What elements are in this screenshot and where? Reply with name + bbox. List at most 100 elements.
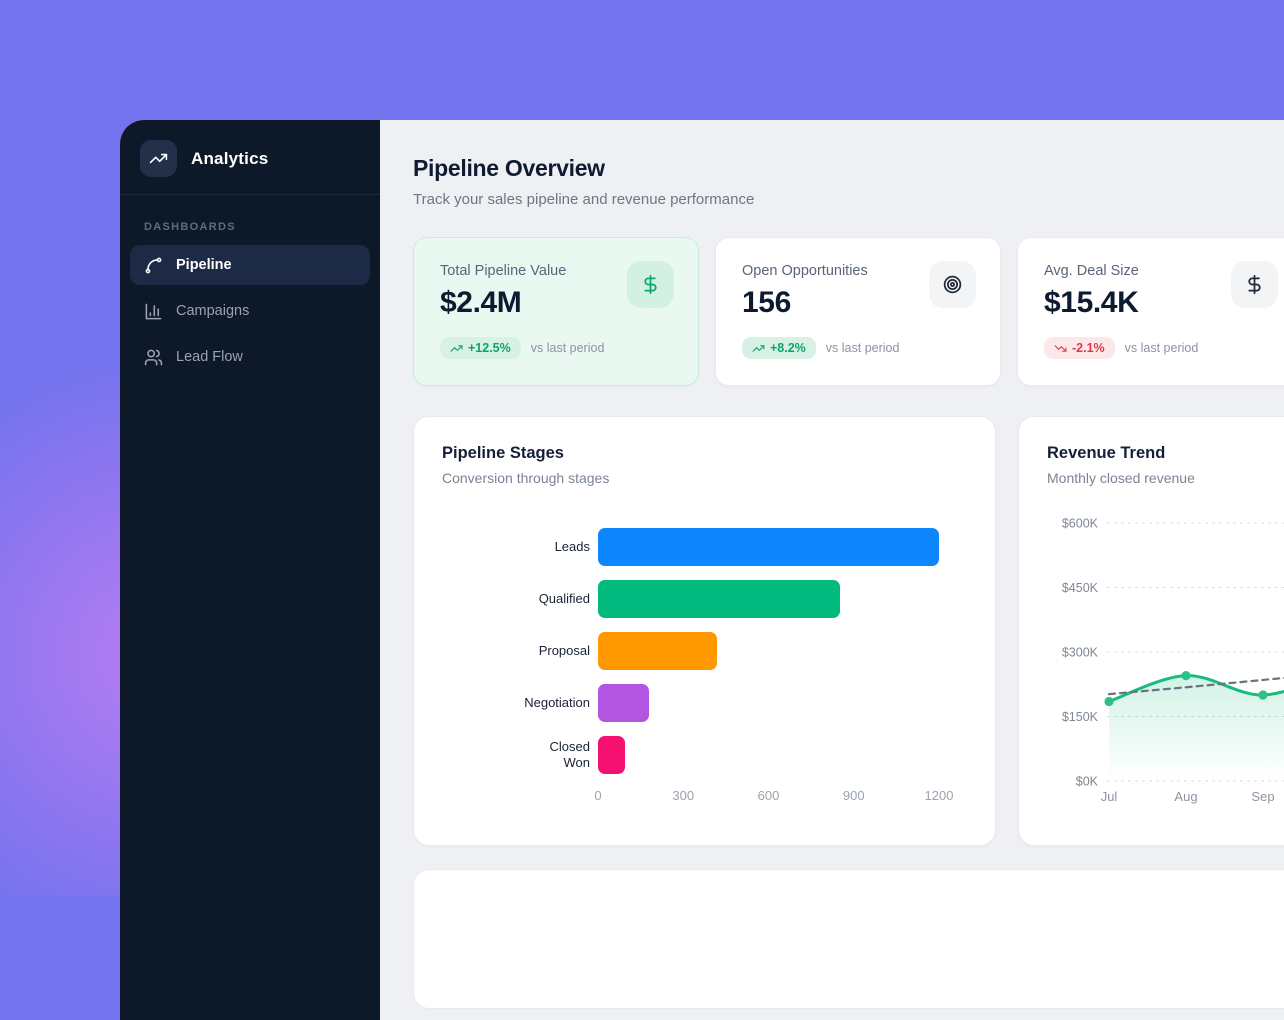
change-badge: +8.2% xyxy=(742,337,816,359)
bar-track xyxy=(598,684,967,722)
sidebar-item-pipeline[interactable]: Pipeline xyxy=(130,245,370,285)
card-header: Pipeline Stages Conversion through stage… xyxy=(442,444,967,486)
bar-category-label: Leads xyxy=(554,538,590,554)
stat-icon-chip xyxy=(1231,261,1278,308)
page-subtitle: Track your sales pipeline and revenue pe… xyxy=(413,191,755,208)
sidebar-item-campaigns[interactable]: Campaigns xyxy=(130,291,370,331)
bar[interactable] xyxy=(598,580,840,618)
change-badge: -2.1% xyxy=(1044,337,1115,359)
spline-icon xyxy=(145,257,162,273)
data-point[interactable] xyxy=(1181,671,1191,681)
x-axis-tick-label: Aug xyxy=(1174,789,1197,804)
sidebar: Analytics DASHBOARDS Pipeline Campaigns xyxy=(120,120,380,1020)
stat-icon-chip xyxy=(929,261,976,308)
bar-track xyxy=(598,580,967,618)
stat-label: Total Pipeline Value xyxy=(440,263,567,279)
bar-row: Closed Won xyxy=(442,736,967,774)
sidebar-header: Analytics xyxy=(120,120,380,195)
chart-subtitle: Monthly closed revenue xyxy=(1047,470,1195,486)
bar[interactable] xyxy=(598,684,650,722)
bar-row: Proposal xyxy=(442,632,967,670)
bar-row: Negotiation xyxy=(442,684,967,722)
trending-up-icon xyxy=(752,344,765,352)
stat-label: Avg. Deal Size xyxy=(1044,263,1139,279)
stat-icon-chip xyxy=(627,261,674,308)
stat-label: Open Opportunities xyxy=(742,263,868,279)
bar-category-label: Closed Won xyxy=(549,738,590,770)
bar-chart-x-axis: 0 300 600 900 1200 xyxy=(594,788,967,806)
pipeline-stages-bar-chart: Leads Qualified Proposal Negotiation Closed … xyxy=(442,528,967,774)
sidebar-nav: Pipeline Campaigns Lead Flow xyxy=(120,245,380,377)
bar[interactable] xyxy=(598,632,718,670)
trending-up-icon xyxy=(149,153,168,164)
data-point[interactable] xyxy=(1104,696,1114,707)
bar-row: Leads xyxy=(442,528,967,566)
target-icon xyxy=(943,275,962,294)
page-title: Pipeline Overview xyxy=(413,155,605,181)
bar-chart-icon xyxy=(145,303,162,319)
chart-title: Pipeline Stages xyxy=(442,444,564,462)
stat-value: 156 xyxy=(742,286,791,319)
stat-card-avg-deal-size[interactable]: Avg. Deal Size $15.4K -2.1% vs last peri… xyxy=(1017,237,1284,386)
chart-title: Revenue Trend xyxy=(1047,444,1166,462)
bar[interactable] xyxy=(598,736,625,774)
sidebar-item-label: Pipeline xyxy=(176,257,232,273)
bar-track xyxy=(598,632,967,670)
x-axis-tick-label: 0 xyxy=(594,788,602,803)
change-badge: +12.5% xyxy=(440,337,521,359)
chart-subtitle: Conversion through stages xyxy=(442,470,610,486)
sidebar-item-lead-flow[interactable]: Lead Flow xyxy=(130,337,370,377)
charts-row: Pipeline Stages Conversion through stage… xyxy=(413,416,1284,846)
app-title: Analytics xyxy=(191,148,269,168)
area-fill xyxy=(1109,675,1284,781)
x-axis-tick-label: 300 xyxy=(672,788,695,803)
stat-card-total-pipeline-value[interactable]: Total Pipeline Value $2.4M +12.5% vs las… xyxy=(413,237,699,386)
bar-category-label: Qualified xyxy=(538,590,590,606)
revenue-trend-card: Revenue Trend Monthly closed revenue $60… xyxy=(1018,416,1284,846)
y-axis-tick-label: $150K xyxy=(1062,710,1099,724)
bar-track xyxy=(598,528,967,566)
x-axis-tick-label: 600 xyxy=(757,788,780,803)
y-axis-tick-label: $450K xyxy=(1062,581,1099,595)
compare-text: vs last period xyxy=(530,341,605,355)
trend-line xyxy=(1107,676,1284,696)
app-window: Analytics DASHBOARDS Pipeline Campaigns xyxy=(120,120,1284,1020)
x-axis-tick-label: 900 xyxy=(842,788,865,803)
bar[interactable] xyxy=(598,528,939,566)
dollar-icon xyxy=(1248,274,1261,295)
closed-revenue-line xyxy=(1107,674,1284,703)
stat-meta: +8.2% vs last period xyxy=(742,337,974,359)
stat-value: $15.4K xyxy=(1044,286,1139,319)
trending-down-icon xyxy=(1054,344,1067,352)
sidebar-item-label: Campaigns xyxy=(176,303,250,319)
pipeline-stages-card: Pipeline Stages Conversion through stage… xyxy=(413,416,996,846)
sidebar-item-label: Lead Flow xyxy=(176,349,243,365)
bar-track xyxy=(598,736,967,774)
card-header: Revenue Trend Monthly closed revenue xyxy=(1047,444,1284,486)
partially-visible-card xyxy=(413,869,1284,1009)
stats-row: Total Pipeline Value $2.4M +12.5% vs las… xyxy=(413,237,1284,386)
stat-meta: -2.1% vs last period xyxy=(1044,337,1276,359)
compare-text: vs last period xyxy=(825,341,900,355)
y-axis-tick-label: $300K xyxy=(1062,646,1099,660)
data-point[interactable] xyxy=(1258,690,1268,700)
main-content: Pipeline Overview Track your sales pipel… xyxy=(380,120,1284,1020)
x-axis-tick-label: Sep xyxy=(1251,789,1274,804)
stat-meta: +12.5% vs last period xyxy=(440,337,672,359)
stat-card-open-opportunities[interactable]: Open Opportunities 156 +8.2% vs last per… xyxy=(715,237,1001,386)
stat-value: $2.4M xyxy=(440,286,522,319)
y-axis-tick-label: $600K xyxy=(1062,517,1099,531)
trending-up-icon xyxy=(450,344,463,352)
bar-row: Qualified xyxy=(442,580,967,618)
dollar-icon xyxy=(644,274,657,295)
app-logo xyxy=(140,140,177,177)
users-icon xyxy=(144,349,163,365)
x-axis-tick-label: 1200 xyxy=(924,788,954,803)
y-axis-tick-label: $0K xyxy=(1076,775,1099,789)
bar-category-label: Proposal xyxy=(538,642,590,658)
sidebar-section-label: DASHBOARDS xyxy=(144,221,236,233)
x-axis-tick-label: Jul xyxy=(1101,789,1118,804)
compare-text: vs last period xyxy=(1124,341,1199,355)
bar-category-label: Negotiation xyxy=(524,694,590,710)
